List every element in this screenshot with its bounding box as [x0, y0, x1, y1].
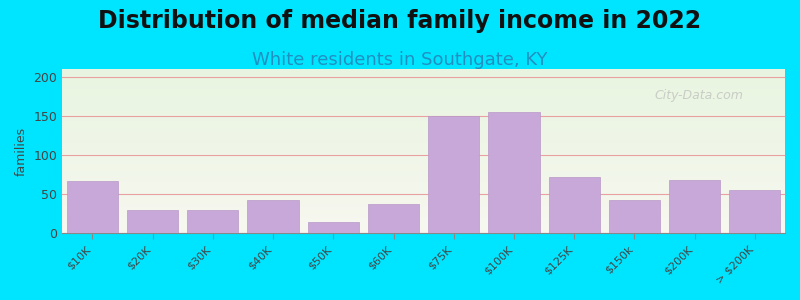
Bar — [247, 200, 298, 233]
Bar — [488, 112, 539, 233]
Bar — [368, 204, 419, 233]
Bar — [187, 210, 238, 233]
Text: Distribution of median family income in 2022: Distribution of median family income in … — [98, 9, 702, 33]
Bar — [730, 190, 781, 233]
Bar — [308, 222, 359, 233]
Text: City-Data.com: City-Data.com — [655, 89, 744, 102]
Y-axis label: families: families — [15, 127, 28, 176]
Bar — [549, 177, 600, 233]
Bar — [67, 181, 118, 233]
Bar — [609, 200, 660, 233]
Bar — [127, 210, 178, 233]
Bar — [669, 180, 720, 233]
Bar — [428, 116, 479, 233]
Text: White residents in Southgate, KY: White residents in Southgate, KY — [252, 51, 548, 69]
